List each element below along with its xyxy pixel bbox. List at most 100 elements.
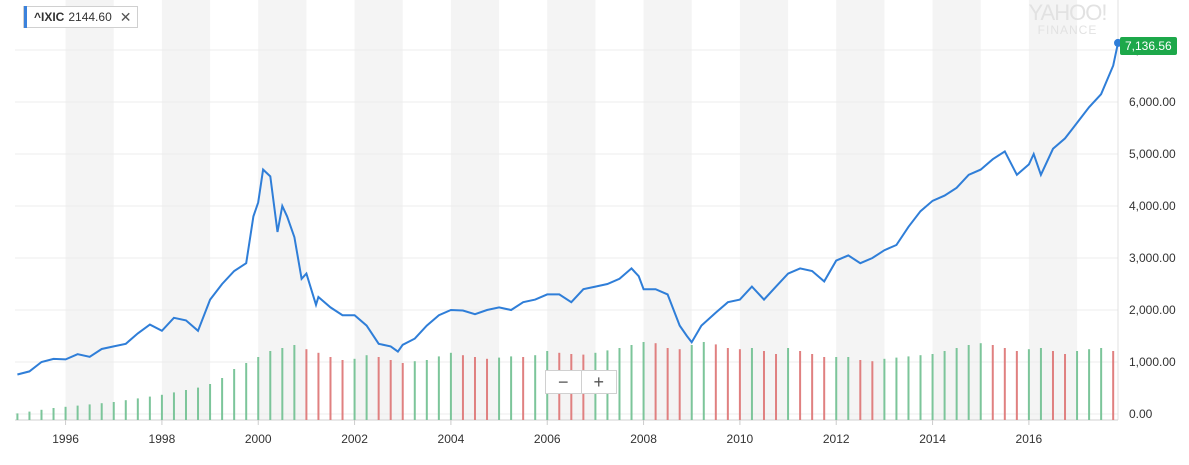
volume-bar: [473, 357, 476, 420]
volume-bar: [1027, 349, 1030, 420]
volume-bars: [16, 342, 1115, 420]
volume-bar: [979, 343, 982, 420]
volume-bar: [534, 355, 537, 420]
volume-bar: [437, 356, 440, 420]
volume-bar: [461, 355, 464, 420]
volume-bar: [666, 348, 669, 420]
price-line: [17, 42, 1119, 376]
volume-bar: [221, 378, 224, 420]
volume-bar: [1051, 351, 1054, 420]
volume-bar: [714, 344, 717, 420]
volume-bar: [425, 360, 428, 420]
volume-bar: [88, 404, 91, 420]
volume-bar: [172, 392, 175, 420]
volume-bar: [100, 403, 103, 420]
x-tick-label: 2004: [438, 432, 465, 446]
volume-bar: [642, 342, 645, 420]
volume-bar: [919, 355, 922, 420]
x-tick-label: 2010: [727, 432, 754, 446]
volume-bar: [787, 348, 790, 420]
volume-bar: [931, 354, 934, 420]
zoom-in-button[interactable]: +: [580, 371, 617, 393]
volume-bar: [317, 352, 320, 420]
series-color-swatch: [24, 6, 27, 28]
x-tick-label: 2008: [630, 432, 657, 446]
volume-bar: [413, 361, 416, 420]
watermark-line1: YAHOO!: [1028, 0, 1108, 25]
volume-bar: [377, 357, 380, 420]
y-axis-labels: 0.00 1,000.00 2,000.00 3,000.00 4,000.00 5,00…: [1129, 43, 1176, 421]
volume-bar: [257, 357, 260, 420]
volume-bar: [775, 354, 778, 420]
volume-bar: [389, 360, 392, 420]
volume-bar: [40, 409, 43, 420]
volume-bar: [702, 342, 705, 420]
volume-bar: [847, 357, 850, 420]
y-tick-label: 2,000.00: [1129, 303, 1176, 317]
volume-bar: [112, 402, 115, 420]
volume-bar: [233, 369, 236, 420]
volume-bar: [799, 351, 802, 420]
volume-bar: [281, 348, 284, 420]
volume-bar: [654, 343, 657, 420]
volume-bar: [124, 400, 127, 420]
volume-bar: [197, 387, 200, 420]
volume-bar: [64, 406, 67, 420]
volume-bar: [690, 345, 693, 420]
series-legend[interactable]: ^IXIC 2144.60 ✕: [23, 6, 139, 28]
volume-bar: [365, 355, 368, 420]
volume-bar: [136, 398, 139, 420]
y-tick-label: 5,000.00: [1129, 147, 1176, 161]
volume-bar: [522, 357, 525, 420]
watermark-line2: FINANCE: [1037, 23, 1098, 37]
gridlines: [15, 0, 1119, 421]
zoom-out-button[interactable]: −: [557, 372, 569, 392]
series-value: 2144.60: [68, 10, 112, 24]
year-band-2010: [739, 0, 789, 420]
volume-bar: [859, 360, 862, 420]
x-tick-label: 2002: [341, 432, 368, 446]
year-band-2016: [1028, 0, 1078, 420]
volume-bar: [148, 396, 151, 420]
x-tick-label: 2014: [919, 432, 946, 446]
volume-bar: [1100, 348, 1103, 420]
volume-bar: [1039, 348, 1042, 420]
volume-bar: [1088, 349, 1091, 420]
volume-bar: [353, 358, 356, 420]
volume-bar: [1015, 351, 1018, 420]
volume-bar: [209, 384, 212, 420]
volume-bar: [750, 348, 753, 420]
volume-bar: [305, 349, 308, 420]
volume-bar: [1112, 351, 1115, 420]
zoom-control[interactable]: − +: [545, 370, 617, 394]
volume-bar: [835, 357, 838, 420]
year-band-1998: [161, 0, 211, 420]
year-band-2006: [547, 0, 596, 420]
volume-bar: [618, 348, 621, 420]
last-value-badge: 7,136.56: [1120, 37, 1177, 55]
volume-bar: [486, 358, 489, 420]
x-tick-label: 2016: [1016, 432, 1043, 446]
x-tick-label: 2012: [823, 432, 850, 446]
volume-bar: [28, 411, 31, 420]
volume-bar: [871, 361, 874, 420]
volume-bar: [184, 390, 187, 420]
series-symbol: ^IXIC: [34, 10, 65, 24]
volume-bar: [341, 360, 344, 420]
yahoo-finance-watermark: YAHOO! FINANCE: [1020, 0, 1115, 37]
volume-bar: [738, 349, 741, 420]
y-tick-label: 0.00: [1129, 407, 1153, 421]
close-icon[interactable]: ✕: [119, 8, 132, 25]
volume-bar: [630, 345, 633, 420]
volume-bar: [16, 413, 19, 420]
volume-bar: [895, 357, 898, 420]
volume-bar: [498, 357, 501, 420]
y-tick-label: 4,000.00: [1129, 199, 1176, 213]
volume-bar: [823, 357, 826, 420]
year-band-2004: [450, 0, 500, 420]
volume-bar: [991, 345, 994, 420]
volume-bar: [160, 394, 163, 420]
y-tick-label: 1,000.00: [1129, 355, 1176, 369]
volume-bar: [1064, 354, 1067, 420]
